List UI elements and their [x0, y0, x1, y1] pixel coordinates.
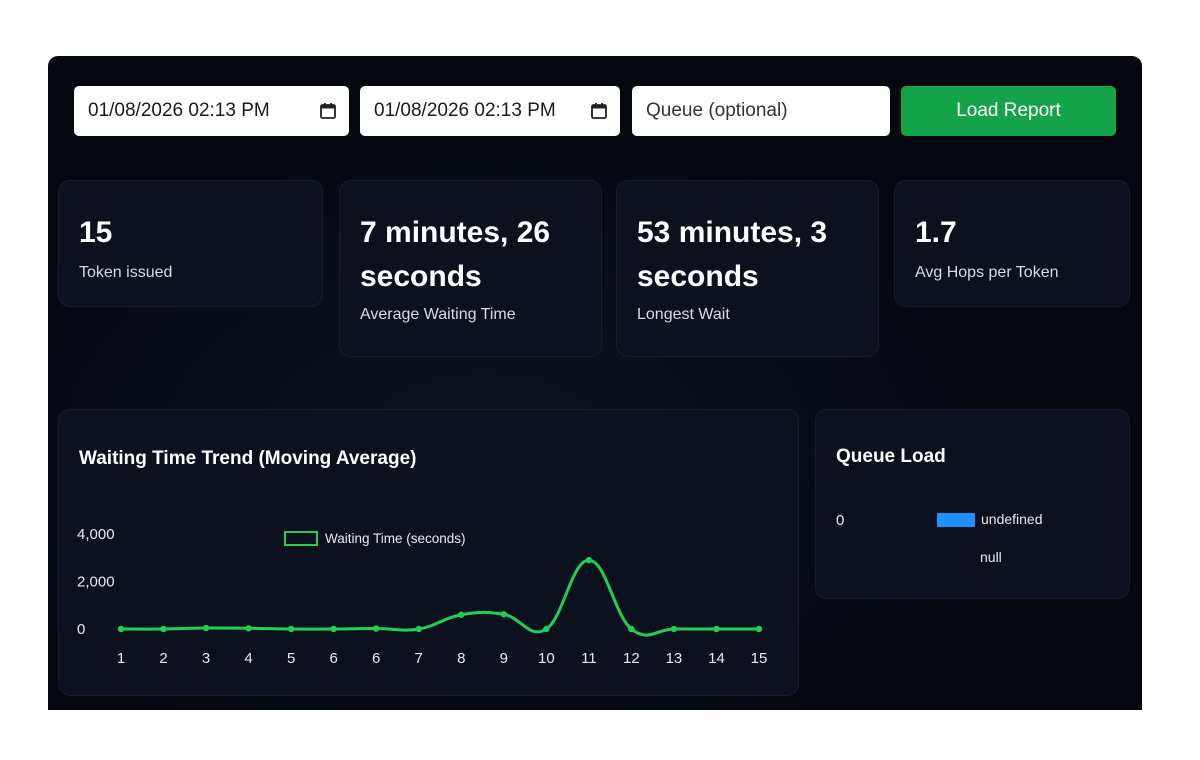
- waiting-time-trend-card: Waiting Time Trend (Moving Average) 0 2,0…: [58, 409, 799, 696]
- stat-card-longest-wait: 53 minutes, 3 seconds Longest Wait: [616, 180, 879, 357]
- y-tick-label: 2,000: [77, 574, 115, 591]
- queue-placeholder: Queue (optional): [646, 100, 788, 121]
- x-tick-label: 11: [581, 650, 597, 667]
- data-point: [585, 556, 593, 564]
- data-point: [245, 625, 252, 632]
- queue-input[interactable]: Queue (optional): [632, 86, 890, 136]
- chart-title: Waiting Time Trend (Moving Average): [79, 448, 417, 469]
- stat-card-avg-hops: 1.7 Avg Hops per Token: [894, 180, 1130, 307]
- queue-legend-swatch[interactable]: [937, 513, 975, 527]
- data-point: [713, 625, 720, 633]
- queue-category-label: null: [980, 549, 1002, 565]
- data-point: [500, 611, 507, 618]
- stat-label: Token issued: [79, 264, 173, 281]
- data-point: [160, 625, 167, 633]
- stat-label: Average Waiting Time: [360, 306, 516, 323]
- data-point: [373, 625, 380, 632]
- x-tick-label: 5: [287, 650, 295, 667]
- series-line: [120, 558, 759, 637]
- date-from-input[interactable]: 01/08/2026 02:13 PM: [74, 86, 349, 136]
- x-tick-label: 12: [623, 650, 640, 667]
- stat-value: 53 minutes, 3 seconds: [637, 211, 827, 299]
- x-tick-label: 14: [708, 650, 725, 667]
- data-point: [755, 625, 763, 633]
- x-tick-label: 4: [244, 650, 252, 667]
- stat-label: Longest Wait: [637, 306, 730, 323]
- stat-value-line2: seconds: [637, 260, 759, 293]
- stat-value: 1.7: [915, 216, 957, 249]
- x-tick-label: 7: [415, 650, 423, 667]
- queue-axis-zero: 0: [836, 512, 845, 529]
- stat-value-line2: seconds: [360, 260, 482, 293]
- date-to-input[interactable]: 01/08/2026 02:13 PM: [360, 86, 620, 136]
- x-tick-label: 6: [372, 650, 380, 667]
- data-point: [458, 611, 465, 618]
- queue-legend-label[interactable]: undefined: [981, 511, 1043, 527]
- stat-label: Avg Hops per Token: [915, 264, 1059, 281]
- legend-label: Waiting Time (seconds): [325, 531, 466, 546]
- stat-value-line1: 7 minutes, 26: [360, 216, 551, 249]
- data-point: [628, 625, 635, 633]
- data-point: [543, 625, 550, 633]
- y-tick-label: 4,000: [77, 526, 115, 543]
- x-tick-label: 1: [117, 650, 125, 667]
- calendar-icon[interactable]: [319, 102, 337, 120]
- data-point: [415, 625, 422, 633]
- stat-card-tokens: 15 Token issued: [58, 180, 323, 307]
- x-tick-label: 10: [538, 650, 555, 667]
- x-tick-label: 2: [159, 650, 167, 667]
- x-tick-label: 13: [666, 650, 683, 667]
- stat-value: 15: [79, 216, 113, 249]
- data-point: [287, 625, 295, 633]
- x-tick-label: 3: [202, 650, 210, 667]
- x-tick-label: 15: [751, 650, 768, 667]
- stat-value: 7 minutes, 26 seconds: [360, 211, 550, 299]
- stat-card-average-wait: 7 minutes, 26 seconds Average Waiting Ti…: [339, 180, 602, 357]
- load-report-button[interactable]: Load Report: [901, 86, 1116, 136]
- data-point: [670, 625, 678, 633]
- x-tick-label: 8: [457, 650, 465, 667]
- queue-load-title: Queue Load: [836, 446, 946, 467]
- queue-load-card: Queue Load 0 undefined null: [815, 409, 1130, 599]
- data-point: [117, 625, 125, 633]
- data-point: [202, 624, 210, 632]
- report-panel: 01/08/2026 02:13 PM 01/08/2026 02:13 PM …: [48, 56, 1142, 710]
- stat-value-line1: 53 minutes, 3: [637, 216, 828, 249]
- legend-swatch: [284, 531, 318, 546]
- x-tick-label: 6: [329, 650, 337, 667]
- x-tick-label: 9: [500, 650, 508, 667]
- data-point: [330, 625, 337, 633]
- date-to-value: 01/08/2026 02:13 PM: [374, 100, 556, 121]
- date-from-value: 01/08/2026 02:13 PM: [88, 100, 270, 121]
- y-tick-label: 0: [77, 621, 85, 638]
- calendar-icon[interactable]: [590, 102, 608, 120]
